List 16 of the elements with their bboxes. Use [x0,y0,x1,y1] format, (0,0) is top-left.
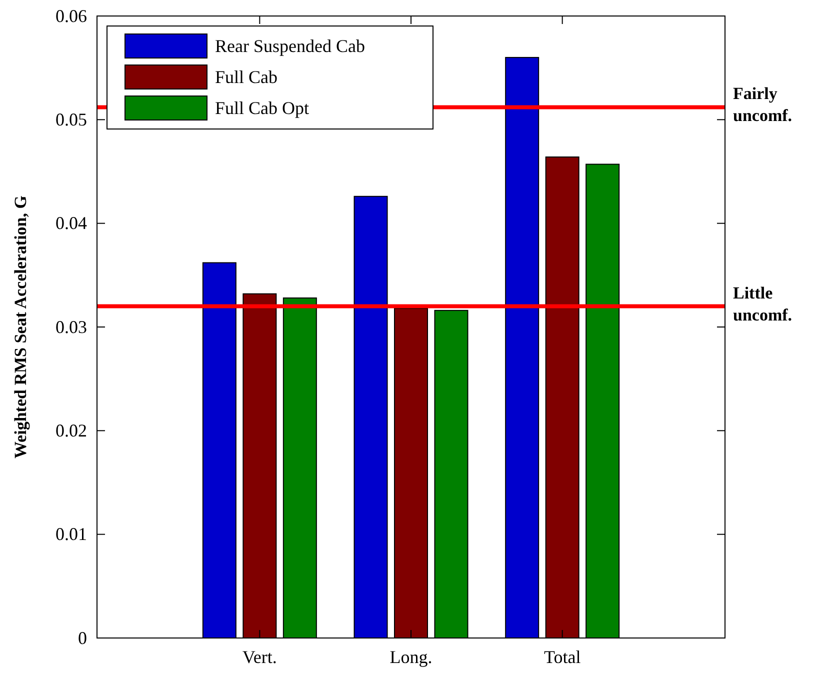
x-tick-label: Total [544,646,581,667]
y-tick-label: 0.06 [56,6,87,26]
x-tick-label: Long. [390,646,432,667]
legend-label: Full Cab [215,67,278,87]
y-tick-label: 0.03 [56,316,87,337]
legend-label: Full Cab Opt [215,98,310,118]
ref-line-label: Little uncomf. [733,283,792,324]
y-tick-label: 0.02 [56,420,87,440]
y-axis-title: Weighted RMS Seat Acceleration, G [11,196,30,458]
ref-line-label: Fairly uncomf. [733,84,792,126]
y-tick-label: 0 [78,628,87,648]
legend-label: Rear Suspended Cab [215,36,365,56]
y-tick-label: 0.01 [56,524,87,544]
y-tick-label: 0.04 [56,213,87,234]
y-tick-label: 0.05 [56,109,87,130]
x-tick-label: Vert. [242,646,277,667]
